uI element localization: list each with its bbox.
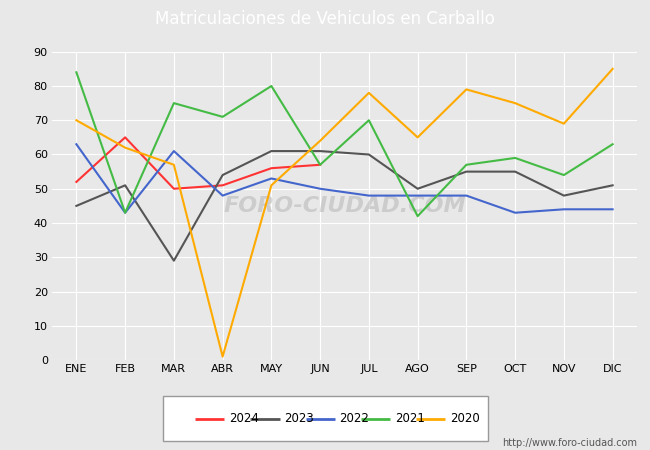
2021 [72, 70, 81, 75]
2022 [365, 193, 373, 198]
2023 [511, 169, 519, 174]
2020 [365, 90, 373, 95]
2020 [560, 121, 568, 126]
2020 [316, 138, 324, 144]
2021 [463, 162, 471, 167]
2020 [170, 162, 178, 167]
2022 [72, 141, 81, 147]
2020 [463, 87, 471, 92]
2020 [268, 183, 276, 188]
2022 [560, 207, 568, 212]
Text: 2021: 2021 [395, 412, 424, 425]
2020 [413, 135, 421, 140]
Text: 2022: 2022 [339, 412, 369, 425]
2023 [560, 193, 568, 198]
2022 [413, 193, 421, 198]
Text: FORO-CIUDAD.COM: FORO-CIUDAD.COM [223, 196, 466, 216]
2021 [121, 210, 129, 216]
2020 [608, 66, 616, 72]
2023 [268, 148, 276, 154]
2023 [413, 186, 421, 191]
2022 [608, 207, 616, 212]
2023 [170, 258, 178, 263]
2023 [121, 183, 129, 188]
2021 [511, 155, 519, 161]
2021 [268, 83, 276, 89]
Text: 2023: 2023 [285, 412, 314, 425]
2023 [218, 172, 227, 178]
Line: 2020: 2020 [77, 69, 612, 356]
2021 [560, 172, 568, 178]
Text: 2020: 2020 [450, 412, 480, 425]
2022 [268, 176, 276, 181]
Text: http://www.foro-ciudad.com: http://www.foro-ciudad.com [502, 438, 637, 448]
Line: 2023: 2023 [77, 151, 612, 261]
FancyBboxPatch shape [162, 396, 488, 441]
Line: 2021: 2021 [77, 72, 612, 216]
2020 [72, 117, 81, 123]
2023 [608, 183, 616, 188]
2023 [316, 148, 324, 154]
Text: 2024: 2024 [229, 412, 259, 425]
2022 [463, 193, 471, 198]
2021 [365, 117, 373, 123]
2022 [316, 186, 324, 191]
2021 [218, 114, 227, 120]
2023 [72, 203, 81, 209]
2021 [316, 162, 324, 167]
2022 [170, 148, 178, 154]
2022 [218, 193, 227, 198]
2022 [511, 210, 519, 216]
2020 [218, 354, 227, 359]
2023 [365, 152, 373, 157]
2021 [170, 100, 178, 106]
2021 [413, 213, 421, 219]
Line: 2022: 2022 [77, 144, 612, 213]
Text: Matriculaciones de Vehiculos en Carballo: Matriculaciones de Vehiculos en Carballo [155, 10, 495, 28]
2021 [608, 141, 616, 147]
2020 [121, 145, 129, 150]
2023 [463, 169, 471, 174]
2022 [121, 210, 129, 216]
2020 [511, 100, 519, 106]
